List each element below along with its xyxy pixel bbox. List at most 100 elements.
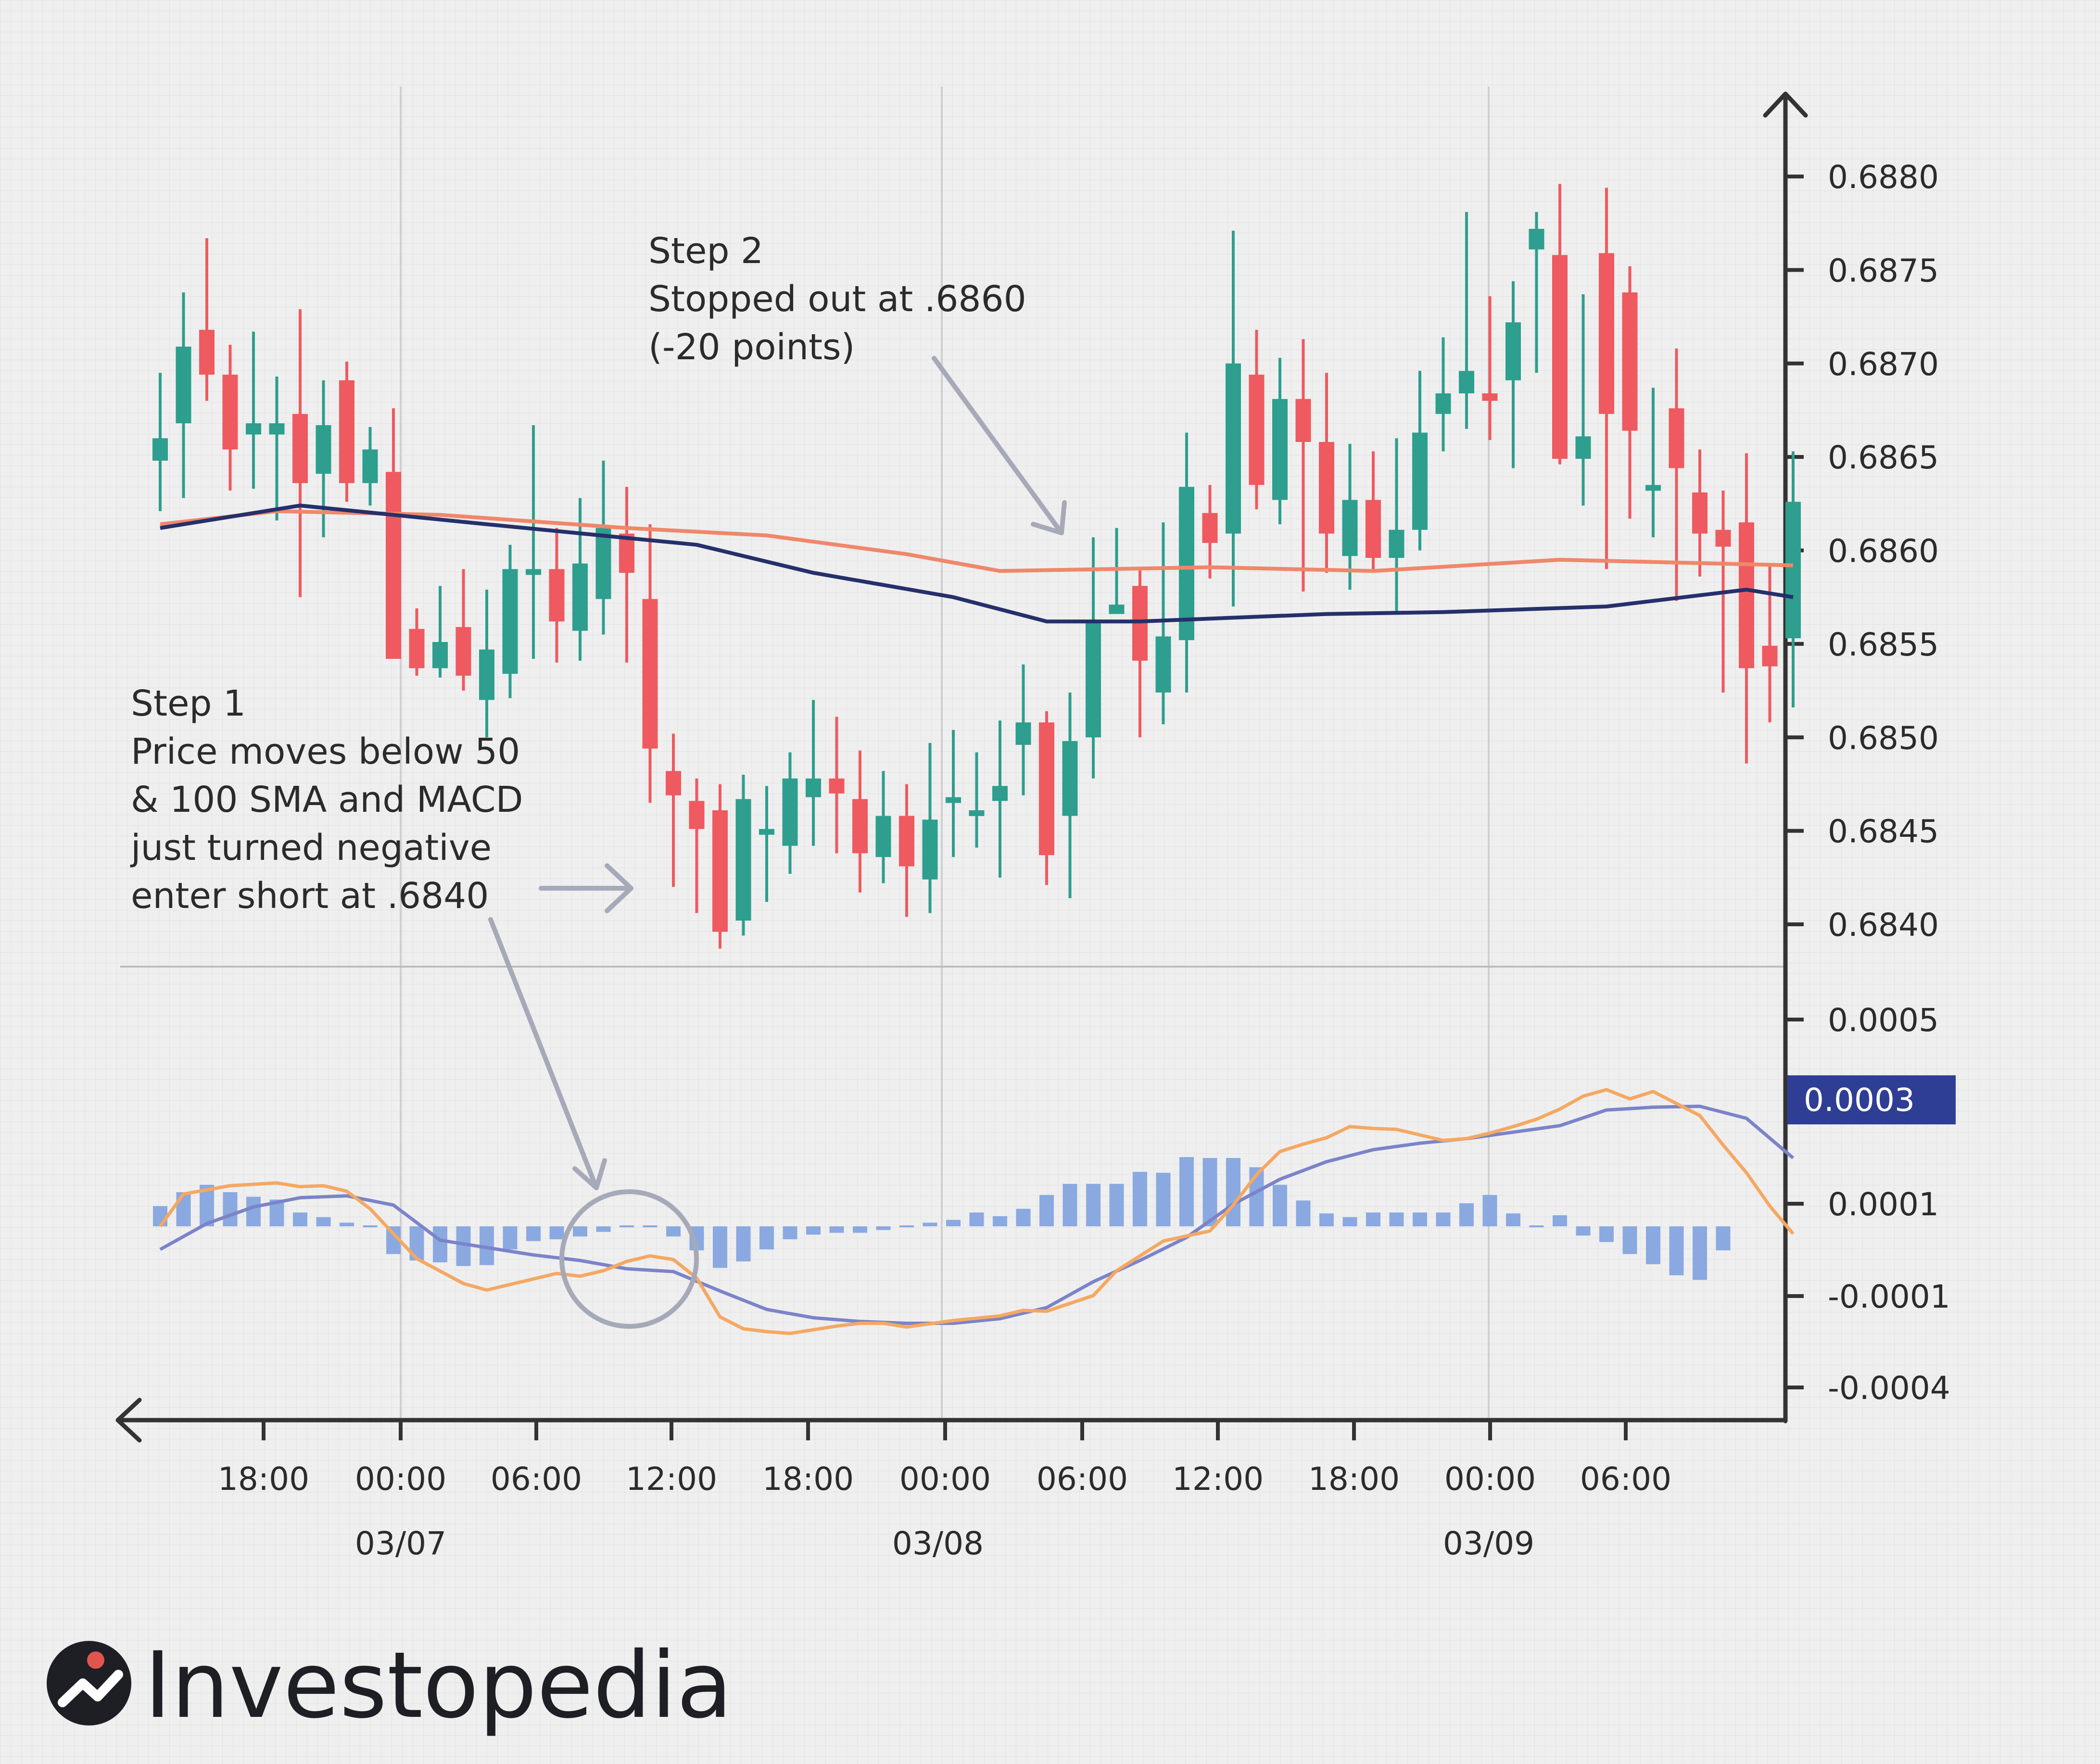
candle [899, 784, 914, 917]
candle [1272, 358, 1288, 525]
candle-body [152, 438, 168, 461]
candle-body [1015, 722, 1031, 745]
macd-histogram-bar [573, 1226, 587, 1237]
candle [992, 720, 1008, 878]
date-label: 03/07 [355, 1525, 446, 1562]
candle [619, 487, 634, 663]
candle [1785, 451, 1801, 708]
candle [1692, 449, 1708, 577]
candle-body [432, 642, 448, 668]
candle-body [479, 649, 494, 700]
macd-histogram-bar [759, 1226, 774, 1249]
candle-body [362, 449, 378, 483]
macd-histogram-bar [596, 1226, 611, 1232]
candle-body [1599, 253, 1614, 414]
macd-histogram-bar [643, 1225, 658, 1227]
candle [1482, 296, 1498, 441]
candle-body [1669, 408, 1684, 468]
candle [222, 344, 238, 491]
candle [1039, 711, 1054, 885]
macd-histogram-bar [1039, 1195, 1054, 1226]
macd-histogram-bar [1156, 1172, 1171, 1226]
step1-line-1: Price moves below 50 [131, 731, 520, 772]
candle [246, 331, 261, 489]
candle [1086, 537, 1101, 779]
macd-histogram-bar [1342, 1217, 1357, 1226]
candle-body [642, 599, 658, 749]
macd-histogram-bar [1576, 1226, 1591, 1236]
sma-100-line [160, 504, 1794, 624]
price-tick-label: 0.6870 [1828, 346, 1939, 383]
macd-histogram-bar [223, 1192, 238, 1226]
macd-histogram-bar [899, 1225, 914, 1227]
candle [875, 771, 891, 883]
candle [1645, 388, 1661, 538]
candle [1389, 438, 1404, 614]
macd-histogram-bar [1413, 1212, 1427, 1226]
macd-histogram-bar [1436, 1212, 1451, 1226]
candle [1109, 528, 1125, 614]
macd-tick-label: -0.0004 [1828, 1370, 1950, 1407]
macd-value-badge: 0.0003 [1787, 1075, 1956, 1124]
candle-body [806, 778, 821, 797]
candle [759, 786, 774, 902]
macd-histogram-bar [1296, 1200, 1311, 1226]
step1-arrows [488, 863, 633, 1190]
candle [572, 498, 588, 661]
step2-arrow [932, 356, 1067, 535]
candle [362, 427, 378, 506]
price-tick-label: 0.6840 [1828, 907, 1939, 944]
candle-body [1319, 442, 1334, 534]
macd-histogram-bar [1226, 1158, 1240, 1226]
x-axis-arrowhead [115, 1398, 142, 1443]
candle [1015, 664, 1031, 795]
investopedia-logo-icon [47, 1641, 131, 1726]
price-tick-label: 0.6865 [1828, 439, 1939, 476]
candle-body [666, 771, 681, 795]
macd-histogram-bar [1716, 1226, 1731, 1250]
macd-histogram-bar [806, 1226, 821, 1235]
price-tick-label: 0.6875 [1828, 252, 1939, 289]
time-tick-label: 00:00 [1444, 1461, 1536, 1498]
macd-histogram-bar [1389, 1212, 1404, 1226]
candle [712, 784, 728, 949]
y-axis-arrowhead [1763, 91, 1808, 118]
time-axis-ticks: 18:00 00:00 06:00 12:00 18:00 00:00 06:00 12:00… [218, 1420, 1671, 1562]
price-tick-label: 0.6855 [1828, 626, 1939, 663]
date-label: 03/08 [892, 1525, 984, 1562]
candle-body [1249, 375, 1265, 485]
candle [666, 733, 681, 887]
macd-signal-line [159, 1104, 1795, 1325]
candle-body [1505, 322, 1521, 380]
macd-histogram-bar [1063, 1184, 1077, 1226]
candle [1342, 443, 1358, 590]
candle [1762, 565, 1778, 723]
candle [1459, 212, 1474, 429]
price-tick-label: 0.6850 [1828, 719, 1939, 756]
candle-body [1552, 255, 1568, 459]
time-tick-label: 06:00 [1580, 1461, 1671, 1498]
candle-body [1482, 393, 1498, 401]
candle [829, 717, 845, 854]
price-tick-label: 0.6880 [1828, 159, 1939, 196]
macd-histogram-bar [969, 1212, 984, 1226]
macd-histogram-bar [1109, 1184, 1124, 1226]
candle-body [1529, 228, 1544, 250]
candle [502, 544, 518, 698]
macd-histogram-bar [1016, 1209, 1031, 1226]
candle [969, 752, 985, 848]
candle [199, 238, 215, 401]
candle [1505, 281, 1521, 468]
candle-body [246, 423, 261, 435]
candle-body [689, 801, 705, 829]
candle-body [572, 563, 588, 631]
candle-body [1739, 522, 1754, 668]
step2-title: Step 2 [648, 230, 763, 272]
price-axis-ticks: 0.6880 0.6875 0.6870 0.6865 0.6860 0.6855 0.68… [1785, 159, 1939, 944]
candle-body [316, 425, 331, 474]
candle-body [1226, 363, 1241, 534]
candle-body [922, 819, 938, 880]
macd-histogram-bar [1646, 1226, 1660, 1264]
candle [689, 778, 705, 913]
candle-body [829, 778, 845, 794]
